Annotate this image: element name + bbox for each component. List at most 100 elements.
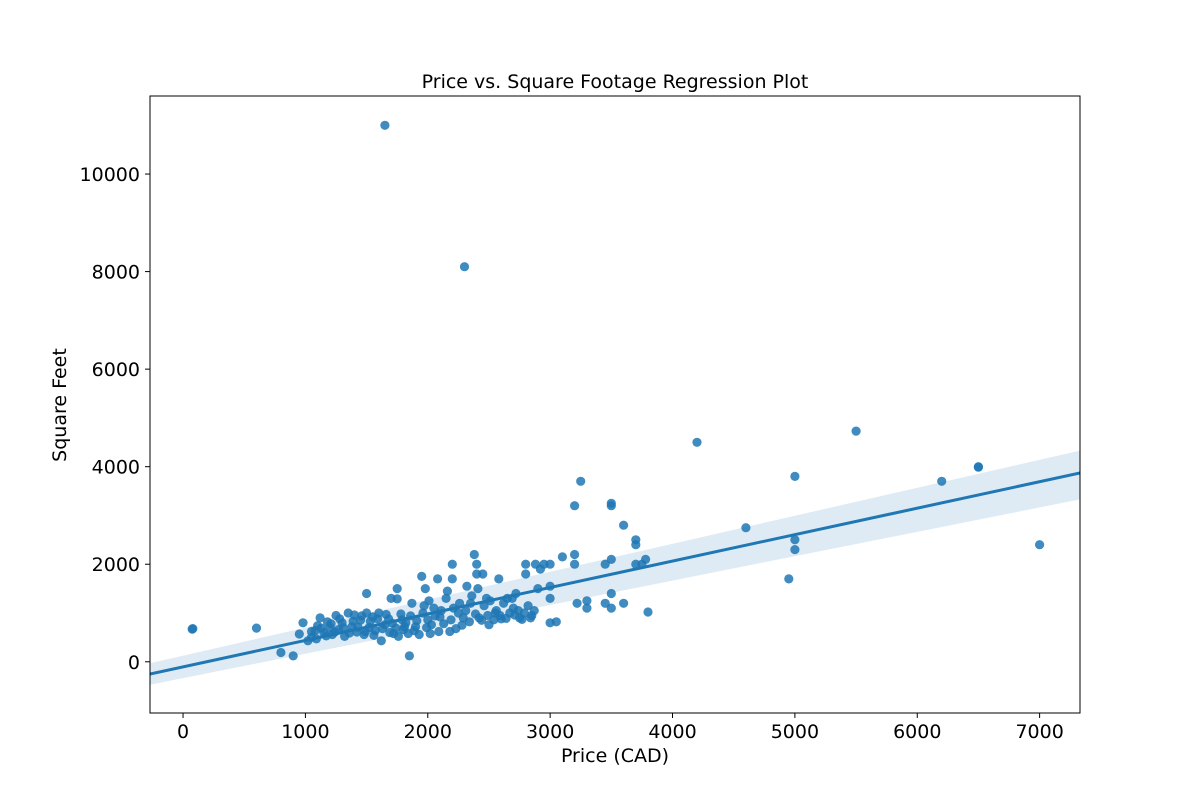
- scatter-point: [551, 617, 561, 627]
- x-axis-ticks: 0 1000 2000 3000 4000 5000 6000 7000: [177, 713, 1064, 743]
- scatter-point: [545, 559, 555, 569]
- scatter-point: [357, 611, 367, 621]
- y-tick-label: 2000: [92, 554, 140, 576]
- scatter-point: [442, 586, 452, 596]
- scatter-point: [414, 629, 424, 640]
- y-tick-label: 10000: [80, 164, 140, 186]
- scatter-point: [741, 523, 751, 533]
- scatter-point: [420, 584, 430, 594]
- x-tick-label: 6000: [893, 721, 941, 743]
- scatter-point: [315, 613, 325, 623]
- scatter-point: [426, 620, 436, 630]
- scatter-point: [381, 609, 391, 620]
- scatter-point: [570, 501, 580, 511]
- scatter-point: [570, 549, 580, 560]
- scatter-point: [433, 574, 443, 584]
- x-tick-label: 0: [177, 721, 189, 743]
- scatter-point: [631, 540, 641, 550]
- scatter-point: [643, 607, 653, 617]
- scatter-point: [399, 622, 410, 632]
- scatter-point: [412, 616, 422, 626]
- scatter-point: [462, 581, 472, 591]
- y-tick-label: 6000: [92, 359, 140, 381]
- x-tick-label: 4000: [648, 721, 696, 743]
- scatter-point: [447, 574, 457, 584]
- y-axis-label: Square Feet: [49, 348, 71, 462]
- y-tick-label: 0: [128, 652, 140, 674]
- scatter-point: [572, 598, 582, 608]
- scatter-point: [424, 596, 434, 606]
- scatter-point: [373, 614, 383, 624]
- scatter-point: [188, 624, 198, 634]
- scatter-point: [459, 262, 470, 272]
- scatter-point: [335, 614, 345, 624]
- scatter-point: [478, 569, 488, 579]
- scatter-point: [464, 617, 474, 627]
- scatter-point: [692, 437, 702, 447]
- scatter-point: [467, 591, 477, 601]
- scatter-point: [469, 549, 479, 560]
- scatter-point: [461, 606, 471, 616]
- y-tick-label: 8000: [92, 262, 140, 284]
- scatter-point: [446, 615, 456, 625]
- x-tick-label: 2000: [404, 721, 452, 743]
- y-tick-label: 4000: [92, 457, 140, 479]
- x-tick-label: 3000: [526, 721, 574, 743]
- scatter-point: [392, 594, 402, 604]
- scatter-point: [521, 559, 531, 569]
- scatter-point: [784, 574, 794, 584]
- x-tick-label: 5000: [771, 721, 819, 743]
- scatter-point: [1035, 540, 1045, 550]
- scatter-point: [326, 619, 336, 629]
- scatter-point: [434, 626, 444, 637]
- scatter-point: [251, 623, 262, 633]
- scatter-point: [582, 596, 592, 606]
- scatter-point: [362, 588, 372, 599]
- scatter-point: [404, 651, 414, 661]
- scatter-point: [499, 598, 509, 608]
- regression-line: [150, 471, 1080, 676]
- x-axis-label: Price (CAD): [561, 745, 669, 767]
- scatter-point: [619, 520, 629, 530]
- scatter-point: [393, 631, 403, 642]
- scatter-point: [606, 501, 616, 511]
- scatter-point: [790, 535, 800, 545]
- scatter-point: [276, 647, 286, 658]
- scatter-point: [380, 120, 390, 130]
- scatter-point: [937, 476, 947, 486]
- scatter-point: [376, 636, 386, 646]
- scatter-point: [451, 624, 461, 634]
- regression-line-layer: [150, 471, 1080, 676]
- scatter-point: [391, 623, 401, 633]
- scatter-point: [790, 471, 800, 481]
- scatter-point: [338, 623, 348, 633]
- scatter-point: [619, 598, 629, 608]
- scatter-point: [606, 588, 616, 599]
- plot-frame: [149, 95, 1081, 714]
- scatter-point: [606, 554, 616, 565]
- chart-title: Price vs. Square Footage Regression Plot: [422, 71, 809, 93]
- scatter-point: [316, 623, 326, 633]
- scatter-point: [582, 603, 592, 613]
- scatter-point: [429, 603, 439, 613]
- scatter-point: [298, 618, 308, 628]
- x-tick-label: 1000: [281, 721, 329, 743]
- scatter-point: [851, 426, 861, 436]
- x-tick-label: 7000: [1015, 721, 1063, 743]
- scatter-point: [526, 613, 536, 623]
- plot-area: [149, 95, 1081, 714]
- scatter-point: [439, 619, 449, 629]
- scatter-point: [521, 569, 531, 579]
- scatter-point: [365, 616, 375, 626]
- y-axis-ticks: 0 2000 4000 6000 8000 10000: [80, 164, 150, 674]
- scatter-point: [545, 593, 555, 604]
- scatter-point: [377, 624, 388, 634]
- scatter-point: [973, 462, 984, 472]
- scatter-point: [523, 601, 533, 611]
- scatter-point: [529, 606, 539, 616]
- scatter-point: [473, 584, 483, 594]
- scatter-point: [369, 630, 379, 641]
